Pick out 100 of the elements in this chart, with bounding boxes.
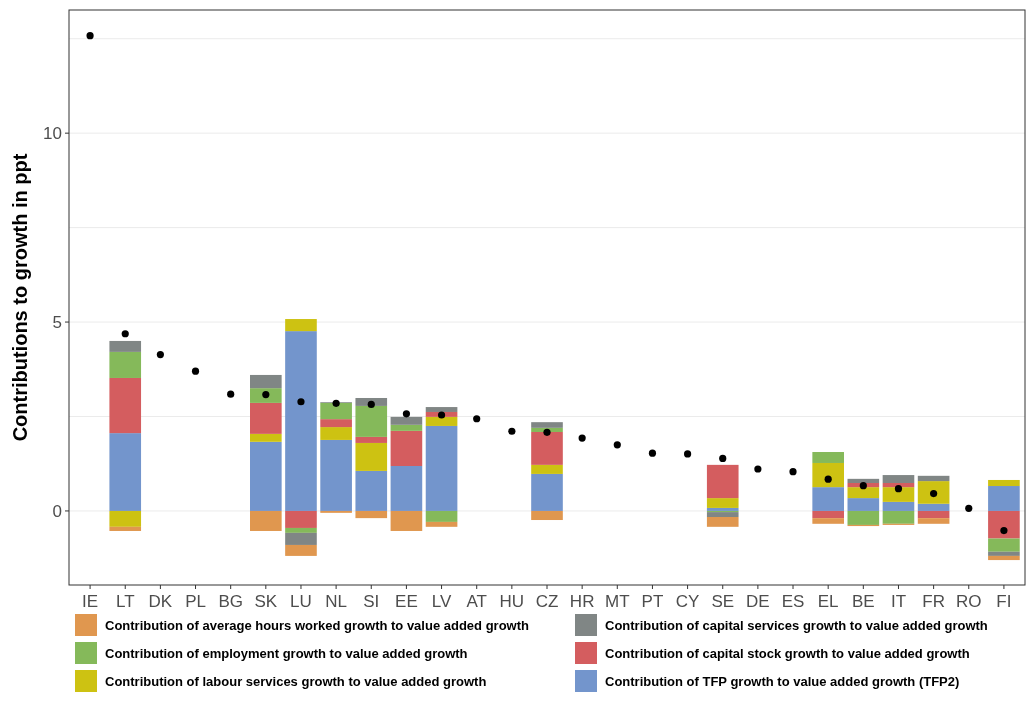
point (332, 399, 340, 407)
bar (250, 441, 282, 511)
bar (812, 518, 844, 524)
bar (320, 419, 352, 428)
x-tick-label: CZ (535, 592, 559, 611)
bar (988, 486, 1020, 511)
x-tick-label: CY (675, 592, 700, 611)
bar (390, 424, 423, 431)
y-tick-label: 10 (43, 124, 62, 144)
x-tick-label: PT (641, 592, 664, 611)
point (86, 32, 94, 40)
point (227, 390, 235, 398)
x-tick-label: ES (781, 592, 805, 611)
bar (425, 425, 458, 511)
bar (355, 436, 388, 443)
point (613, 441, 621, 449)
bar (812, 487, 844, 511)
point (1000, 527, 1008, 535)
x-tick-label: BE (851, 592, 875, 611)
bar (250, 510, 282, 531)
bar (425, 510, 458, 522)
x-tick-label: IT (890, 592, 907, 611)
bar (390, 430, 423, 466)
bar (250, 402, 282, 434)
bar (285, 331, 317, 511)
bar (285, 527, 317, 533)
bar (706, 517, 739, 527)
x-tick-label: HR (569, 592, 595, 611)
bar (531, 510, 563, 521)
bar (531, 431, 563, 465)
x-tick-label: LU (290, 592, 312, 611)
point (402, 410, 411, 418)
point (473, 415, 481, 423)
x-tick-label: SI (363, 592, 380, 611)
bar (355, 510, 388, 519)
bar (285, 544, 317, 556)
y-tick-label: 5 (52, 313, 62, 333)
point (297, 398, 305, 406)
x-tick-label: SK (254, 592, 278, 611)
bar (531, 422, 563, 428)
bar (109, 351, 142, 378)
bar (812, 462, 844, 488)
point (789, 468, 797, 476)
x-tick-label: EE (395, 592, 418, 611)
bar (285, 532, 317, 545)
x-tick-label: IE (82, 592, 99, 611)
x-tick-label: FI (996, 592, 1012, 611)
bar (882, 510, 915, 524)
bar (250, 388, 282, 403)
bar (917, 518, 950, 524)
bar (917, 475, 950, 482)
bar (109, 433, 142, 511)
bar (531, 464, 563, 474)
point (543, 428, 551, 436)
x-tick-label: AT (466, 592, 487, 611)
point (191, 367, 200, 375)
bar (812, 510, 844, 519)
x-tick-label: DK (148, 592, 173, 611)
bar (109, 510, 142, 527)
x-tick-label: SE (711, 592, 735, 611)
bar (285, 510, 317, 528)
x-tick-label: LT (115, 592, 135, 611)
bar (425, 416, 458, 426)
legend-label: Contribution of employment growth to value added growth (105, 646, 468, 661)
bar (109, 377, 142, 434)
x-tick-label: PL (185, 592, 206, 611)
point (859, 482, 867, 490)
bar (706, 512, 739, 517)
point (156, 350, 164, 359)
bar (390, 416, 423, 425)
bar (109, 526, 142, 531)
bar (706, 498, 739, 508)
bar (355, 405, 388, 437)
y-axis-title: Contributions to growth in ppt (9, 153, 31, 442)
bar (425, 521, 458, 527)
bar (988, 538, 1020, 552)
bar (320, 439, 352, 511)
point (894, 485, 903, 493)
legend-label: Contribution of average hours worked growth to value added growth (105, 618, 530, 633)
legend-label: Contribution of labour services growth to value added growth (105, 674, 487, 689)
bar (320, 402, 352, 420)
bar (812, 452, 844, 463)
bar (847, 510, 880, 525)
bar (882, 475, 915, 483)
bar (390, 466, 423, 511)
point (719, 454, 727, 463)
bar (917, 481, 950, 504)
x-tick-label: FR (922, 592, 945, 611)
point (683, 450, 692, 458)
legend-label: Contribution of capital services growth to value added growth (605, 618, 988, 633)
bar (917, 510, 950, 519)
bar (250, 433, 282, 442)
point (965, 504, 973, 512)
bar (847, 487, 880, 499)
bar (285, 319, 317, 332)
bar (882, 501, 915, 511)
point (578, 434, 586, 442)
bar (250, 374, 282, 389)
x-tick-label: RO (956, 592, 982, 611)
x-tick-label: BG (218, 592, 243, 611)
